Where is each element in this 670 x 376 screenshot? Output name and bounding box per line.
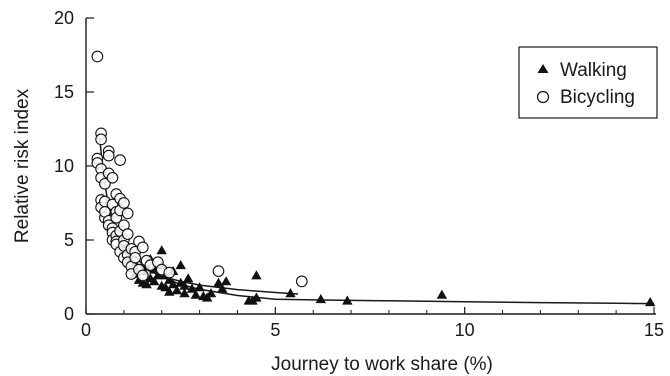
walking-point <box>156 245 167 255</box>
bicycling-point <box>91 50 104 63</box>
bicycling-point <box>136 241 149 254</box>
walking-point <box>213 277 224 287</box>
walking-point <box>342 295 353 305</box>
bicycling-point <box>129 251 142 264</box>
walking-point <box>217 283 228 293</box>
walking-point <box>167 279 179 289</box>
walking-point <box>183 273 194 283</box>
bicycling-point <box>163 266 176 279</box>
walking-point <box>645 297 656 307</box>
walking-point <box>194 282 205 292</box>
walking-point <box>285 288 296 298</box>
bicycling-point <box>106 171 119 184</box>
walking-point <box>251 292 262 302</box>
bicycling-point <box>114 154 126 166</box>
walking-point <box>220 276 232 286</box>
bicycling-point <box>121 228 134 240</box>
walking-point <box>152 270 164 280</box>
walking-point <box>205 288 217 298</box>
bicycling-point <box>121 207 134 220</box>
walking-point <box>315 294 326 304</box>
walking-point <box>251 270 262 280</box>
legend-walking-marker <box>537 64 549 73</box>
x-tick-label: 10 <box>455 320 475 340</box>
y-tick-label: 20 <box>54 8 74 28</box>
x-tick-label: 15 <box>644 320 664 340</box>
bicycling-point <box>295 275 308 288</box>
walking-point <box>436 289 448 299</box>
y-axis-label: Relative risk index <box>12 88 33 243</box>
x-axis-label: Journey to work share (%) <box>271 354 493 375</box>
y-tick-label: 5 <box>64 230 74 250</box>
fitted-curves <box>98 133 655 305</box>
walking-point <box>179 280 190 290</box>
bicycling-point <box>118 197 130 209</box>
walking-point <box>179 288 190 298</box>
legend-bicycling-label: Bicycling <box>560 87 635 108</box>
legend-bicycling-marker <box>536 90 550 104</box>
x-tick-label: 0 <box>81 320 91 340</box>
bicycling-point <box>136 269 149 282</box>
legend-walking-label: Walking <box>560 60 627 81</box>
bicycling-point <box>102 149 115 162</box>
walking-point <box>149 276 160 286</box>
walking-point <box>164 286 175 296</box>
walking-point <box>190 289 201 299</box>
legend-box <box>518 46 658 119</box>
axes: 0 5 10 15 0 5 10 15 20 <box>54 8 664 340</box>
fit-curve-walking <box>119 230 655 305</box>
bicycling-point <box>212 265 225 277</box>
y-tick-label: 15 <box>54 82 74 102</box>
walking-point <box>175 260 186 270</box>
y-tick-label: 0 <box>64 304 74 324</box>
bicycling-point <box>95 133 107 146</box>
x-tick-label: 5 <box>270 320 280 340</box>
walking-point <box>186 283 198 293</box>
y-tick-label: 10 <box>54 156 74 176</box>
data-points <box>91 50 656 307</box>
legend: Walking Bicycling <box>518 46 658 119</box>
walking-point <box>171 285 183 295</box>
bicycling-point <box>99 177 111 190</box>
walking-point <box>141 279 152 289</box>
